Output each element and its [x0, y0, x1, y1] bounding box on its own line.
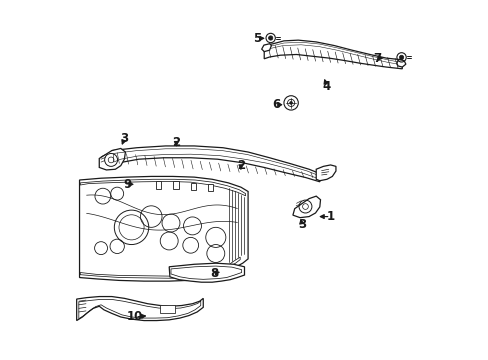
Polygon shape [261, 44, 271, 51]
FancyBboxPatch shape [155, 181, 161, 189]
Polygon shape [292, 196, 320, 218]
Circle shape [399, 55, 403, 59]
Text: 7: 7 [372, 51, 381, 64]
FancyBboxPatch shape [207, 184, 213, 192]
Text: 6: 6 [272, 98, 280, 111]
Polygon shape [169, 263, 244, 282]
Text: 4: 4 [322, 80, 330, 93]
FancyBboxPatch shape [190, 183, 196, 190]
Polygon shape [99, 148, 125, 170]
Polygon shape [77, 297, 203, 320]
Polygon shape [264, 40, 402, 69]
Text: 10: 10 [127, 310, 143, 324]
Text: 3: 3 [120, 132, 128, 145]
Polygon shape [316, 165, 335, 181]
Polygon shape [80, 176, 247, 281]
Text: 1: 1 [326, 210, 334, 223]
Text: 3: 3 [297, 218, 305, 231]
Circle shape [289, 102, 292, 104]
Polygon shape [396, 59, 405, 67]
Text: 2: 2 [172, 136, 180, 149]
Text: 8: 8 [209, 267, 218, 280]
Text: 2: 2 [236, 159, 244, 172]
FancyBboxPatch shape [173, 181, 179, 189]
FancyBboxPatch shape [160, 305, 174, 313]
Polygon shape [112, 146, 319, 182]
Text: 5: 5 [252, 32, 261, 45]
Circle shape [268, 36, 272, 40]
Text: 9: 9 [123, 178, 132, 191]
